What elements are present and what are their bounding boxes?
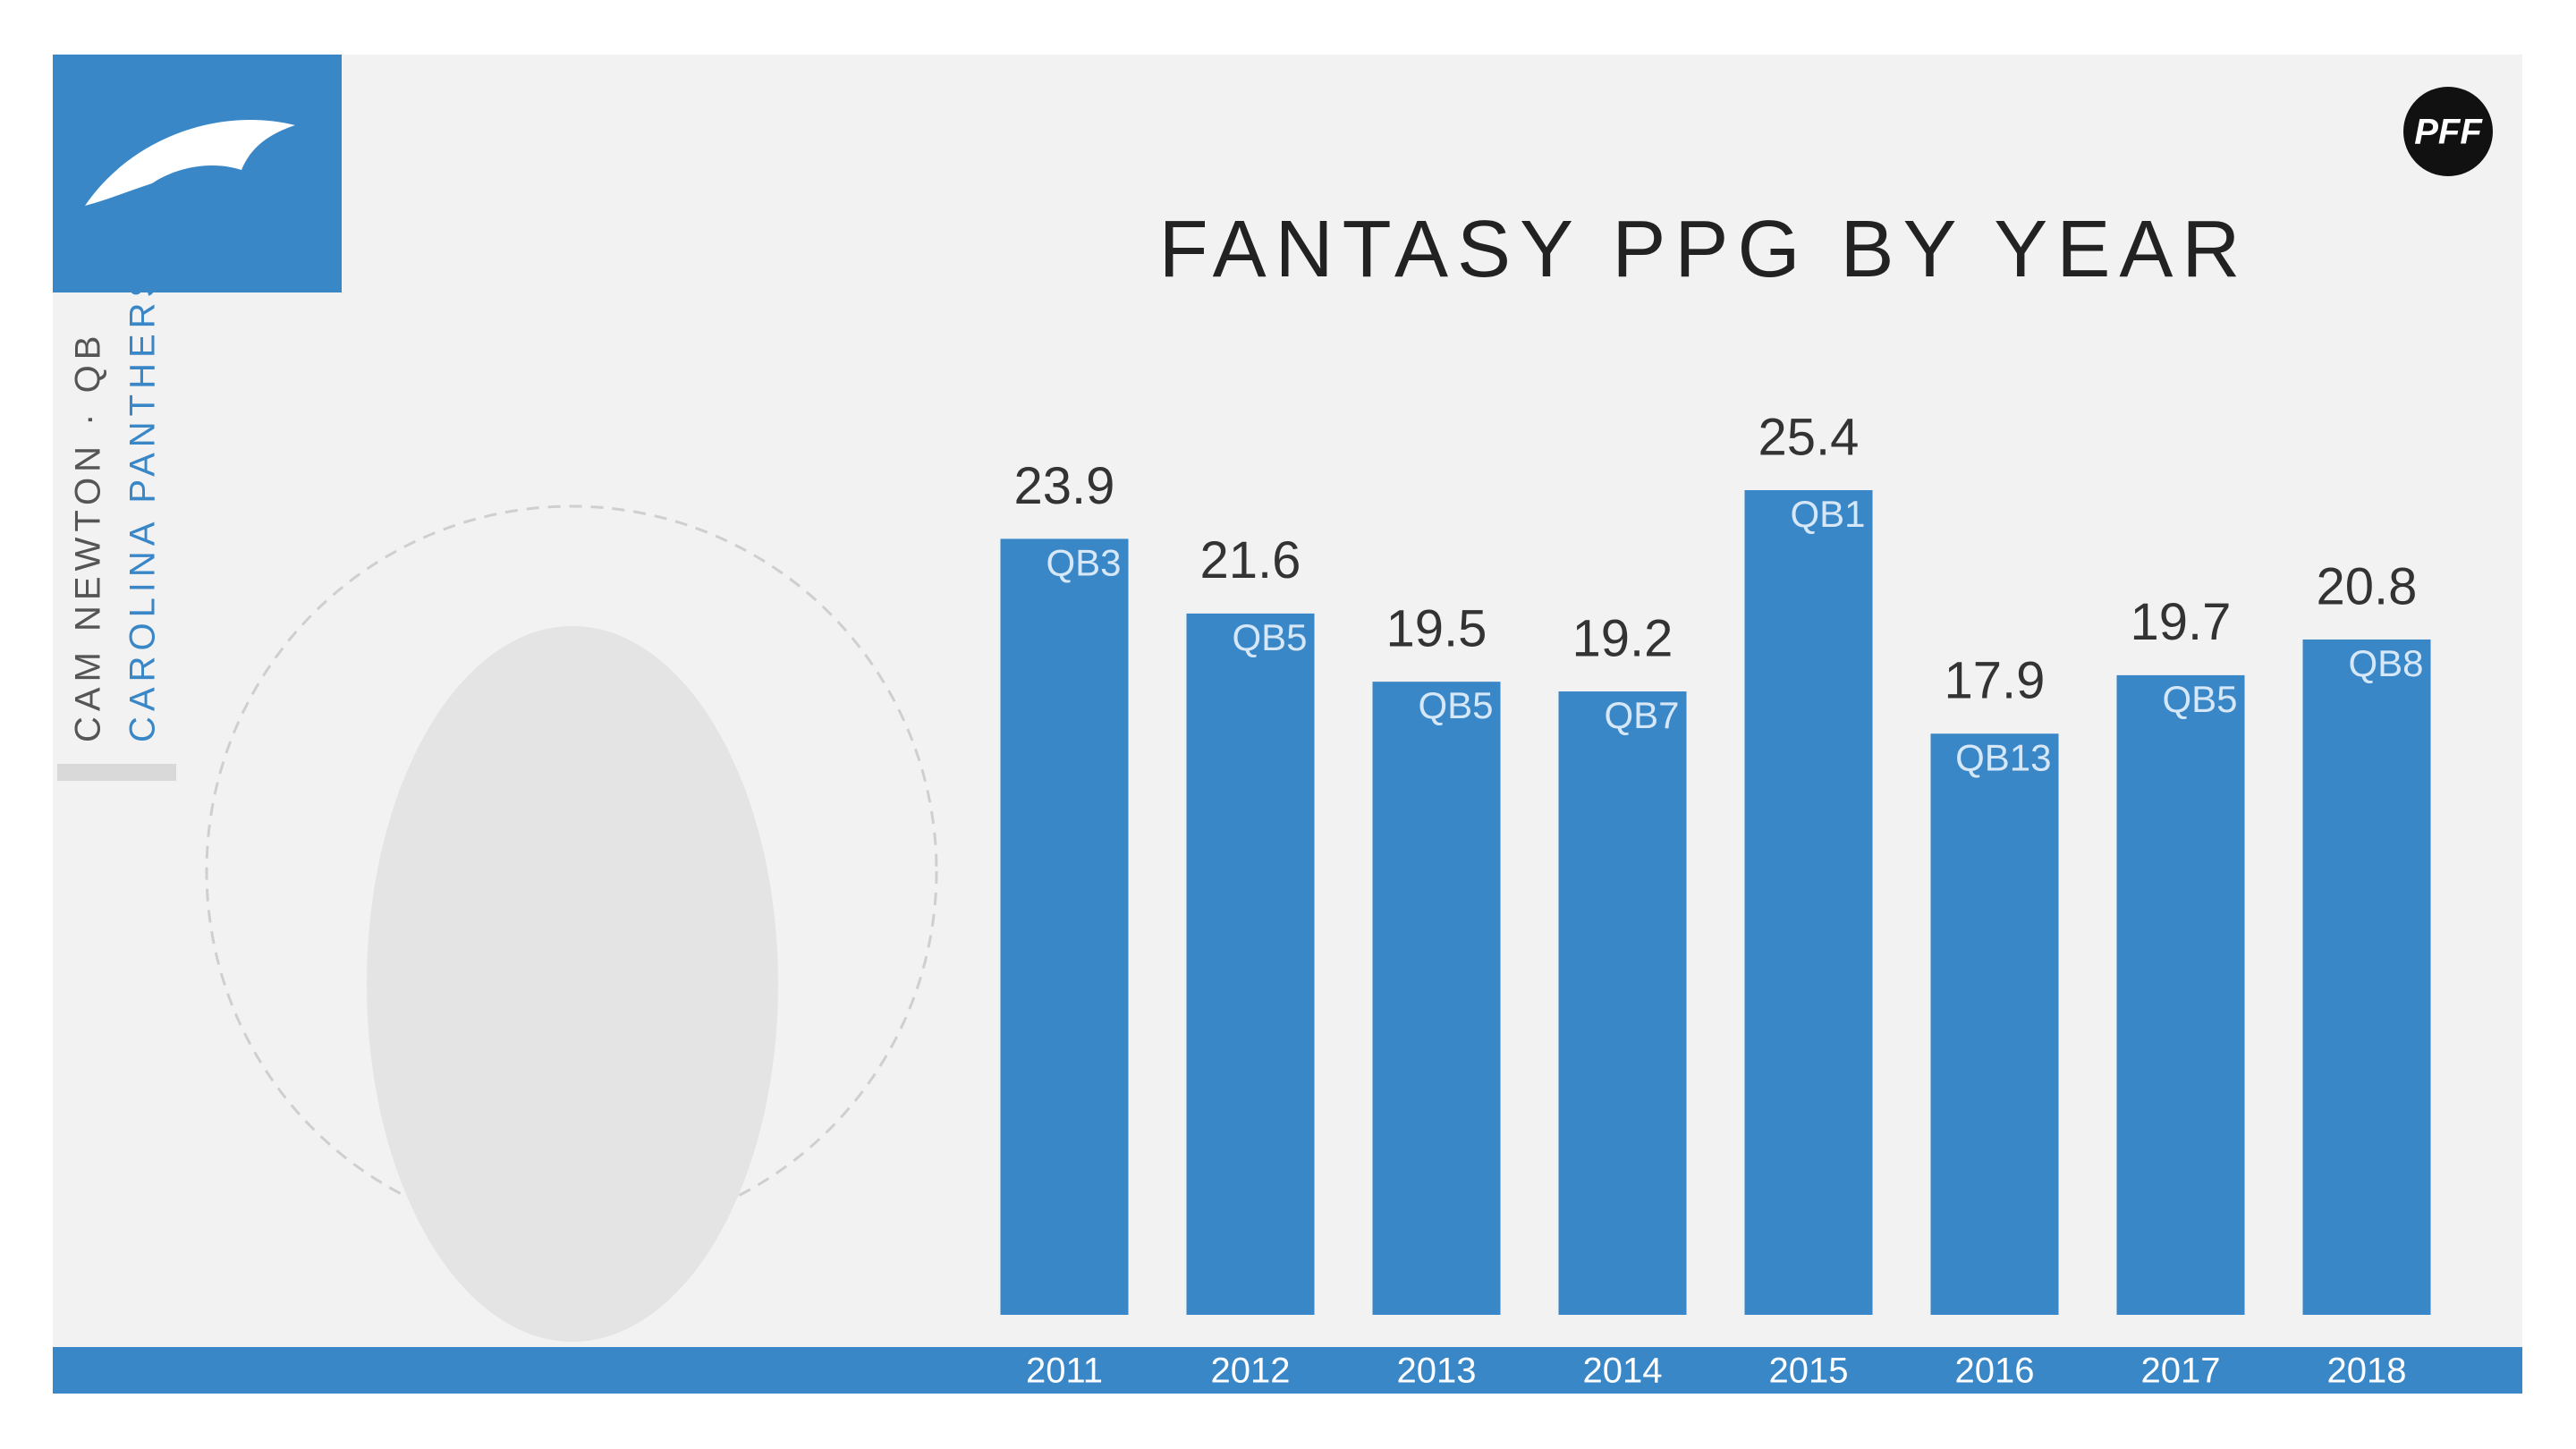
bar (1558, 691, 1687, 1315)
bar (1000, 538, 1129, 1315)
brand-logo (2403, 87, 2493, 176)
bar (1930, 733, 2059, 1315)
rank-label: QB5 (1418, 684, 1493, 726)
team-logo (85, 120, 295, 206)
player-photo (367, 626, 778, 1342)
rank-label: QB5 (1232, 616, 1307, 658)
bar (1186, 613, 1315, 1315)
value-label: 19.7 (2131, 593, 2232, 651)
rank-label: QB5 (2162, 678, 2237, 720)
x-tick-label: 2018 (2327, 1352, 2407, 1391)
value-label: 23.9 (1014, 457, 1115, 515)
x-tick-label: 2012 (1211, 1352, 1291, 1391)
rank-label: QB8 (2348, 642, 2423, 684)
team-name: CAROLINA PANTHERS (123, 268, 163, 742)
x-tick-label: 2014 (1583, 1352, 1663, 1391)
bar (1372, 682, 1501, 1315)
player-name: CAM NEWTON · QB (69, 331, 108, 742)
value-label: 25.4 (1758, 408, 1860, 466)
x-tick-label: 2017 (2141, 1352, 2221, 1391)
photo-ring (205, 504, 938, 1238)
x-tick-label: 2011 (1026, 1352, 1103, 1391)
rank-label: QB7 (1604, 694, 1679, 736)
x-tick-label: 2015 (1769, 1352, 1849, 1391)
bar (1744, 489, 1873, 1315)
rank-label: QB3 (1046, 542, 1121, 584)
chart-title: FANTASY PPG BY YEAR (1159, 205, 2250, 294)
bar (2302, 639, 2431, 1315)
value-label: 19.5 (1386, 599, 1487, 657)
bottom-strip (53, 1347, 2522, 1394)
brand-text: PFF (2414, 113, 2483, 152)
value-label: 21.6 (1200, 531, 1301, 589)
team-logo-box (53, 55, 342, 292)
value-label: 20.8 (2317, 557, 2418, 615)
side-bar (57, 764, 176, 781)
bar (2116, 674, 2245, 1315)
rank-label: QB13 (1955, 736, 2051, 778)
x-tick-label: 2016 (1955, 1352, 2035, 1391)
rank-label: QB1 (1790, 493, 1865, 535)
value-label: 19.2 (1572, 609, 1674, 667)
x-tick-label: 2013 (1397, 1352, 1477, 1391)
value-label: 17.9 (1945, 652, 2046, 710)
